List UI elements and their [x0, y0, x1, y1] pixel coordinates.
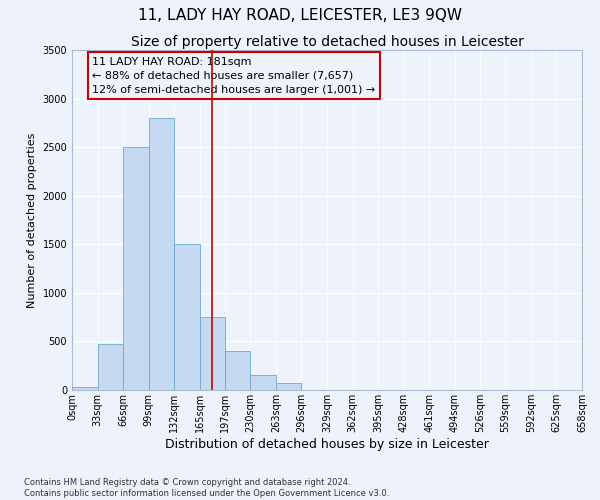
Text: 11, LADY HAY ROAD, LEICESTER, LE3 9QW: 11, LADY HAY ROAD, LEICESTER, LE3 9QW — [138, 8, 462, 22]
Title: Size of property relative to detached houses in Leicester: Size of property relative to detached ho… — [131, 35, 523, 49]
Bar — [224, 351, 250, 390]
Bar — [98, 344, 123, 390]
Bar — [200, 317, 224, 390]
Bar — [276, 383, 301, 390]
Bar — [123, 147, 149, 390]
Bar — [149, 118, 175, 390]
X-axis label: Distribution of detached houses by size in Leicester: Distribution of detached houses by size … — [165, 438, 489, 450]
Bar — [72, 387, 98, 390]
Text: 11 LADY HAY ROAD: 181sqm
← 88% of detached houses are smaller (7,657)
12% of sem: 11 LADY HAY ROAD: 181sqm ← 88% of detach… — [92, 57, 376, 95]
Y-axis label: Number of detached properties: Number of detached properties — [27, 132, 37, 308]
Text: Contains HM Land Registry data © Crown copyright and database right 2024.
Contai: Contains HM Land Registry data © Crown c… — [24, 478, 389, 498]
Bar — [175, 244, 200, 390]
Bar — [250, 376, 276, 390]
